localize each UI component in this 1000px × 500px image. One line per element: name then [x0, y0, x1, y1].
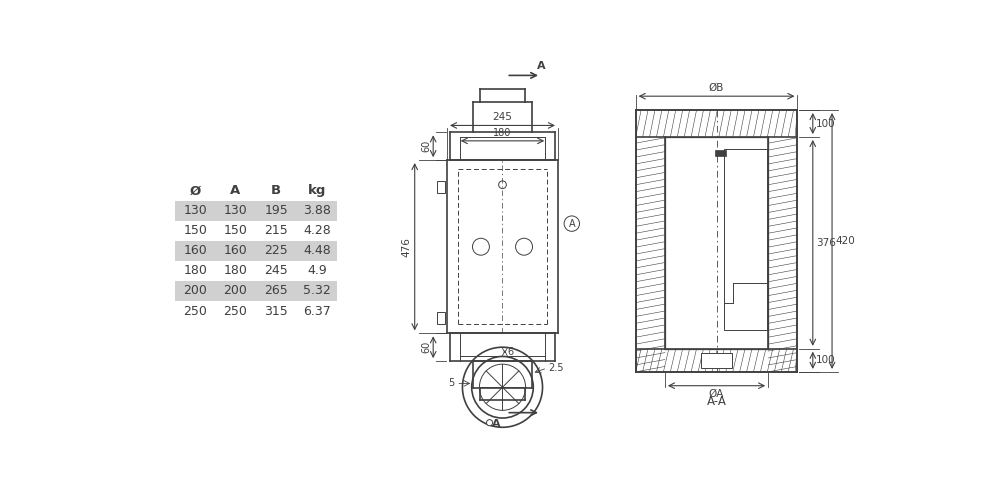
Text: 60: 60 [421, 140, 431, 152]
Text: 2.5: 2.5 [549, 363, 564, 373]
Text: 4.9: 4.9 [307, 264, 327, 278]
Text: A: A [230, 184, 240, 198]
Text: 420: 420 [835, 236, 855, 246]
Text: 5: 5 [448, 378, 455, 388]
Bar [437, 181, 445, 193]
Bar [175, 241, 337, 261]
Text: ØA: ØA [709, 389, 724, 399]
Text: A-A: A-A [707, 394, 726, 407]
Circle shape [487, 420, 493, 426]
Bar [701, 352, 732, 368]
Text: 195: 195 [264, 204, 288, 218]
Text: 4.28: 4.28 [303, 224, 331, 237]
Text: 4.48: 4.48 [303, 244, 331, 258]
Text: 245: 245 [493, 112, 512, 122]
Text: 130: 130 [223, 204, 247, 218]
Text: A: A [537, 61, 545, 71]
Text: 6.37: 6.37 [303, 304, 331, 318]
Bar [175, 281, 337, 301]
Text: 180: 180 [493, 128, 512, 138]
Text: 250: 250 [183, 304, 207, 318]
Text: Ø: Ø [190, 184, 201, 198]
Text: 100: 100 [816, 356, 836, 366]
Text: 150: 150 [183, 224, 207, 237]
Text: 180: 180 [223, 264, 247, 278]
Text: 476: 476 [402, 237, 412, 256]
Bar [437, 312, 445, 324]
Bar [175, 201, 337, 221]
Text: 200: 200 [183, 284, 207, 298]
Text: 180: 180 [183, 264, 207, 278]
Text: A: A [492, 419, 501, 429]
Text: B: B [271, 184, 281, 198]
Text: 60: 60 [421, 341, 431, 353]
Text: 315: 315 [264, 304, 288, 318]
Text: 150: 150 [223, 224, 247, 237]
Text: 130: 130 [183, 204, 207, 218]
Text: ØB: ØB [709, 83, 724, 93]
Text: 225: 225 [264, 244, 288, 258]
Text: 250: 250 [223, 304, 247, 318]
Text: 6: 6 [507, 347, 513, 357]
Text: 265: 265 [264, 284, 288, 298]
Text: kg: kg [308, 184, 326, 198]
Bar [715, 150, 726, 156]
Text: 215: 215 [264, 224, 288, 237]
Bar [724, 148, 767, 330]
Text: 5.32: 5.32 [303, 284, 331, 298]
Text: 160: 160 [183, 244, 207, 258]
Text: 245: 245 [264, 264, 288, 278]
Text: 200: 200 [223, 284, 247, 298]
Text: 376: 376 [816, 238, 836, 248]
Text: A: A [568, 218, 575, 228]
Text: 100: 100 [816, 118, 836, 128]
Text: 160: 160 [223, 244, 247, 258]
Text: 3.88: 3.88 [303, 204, 331, 218]
